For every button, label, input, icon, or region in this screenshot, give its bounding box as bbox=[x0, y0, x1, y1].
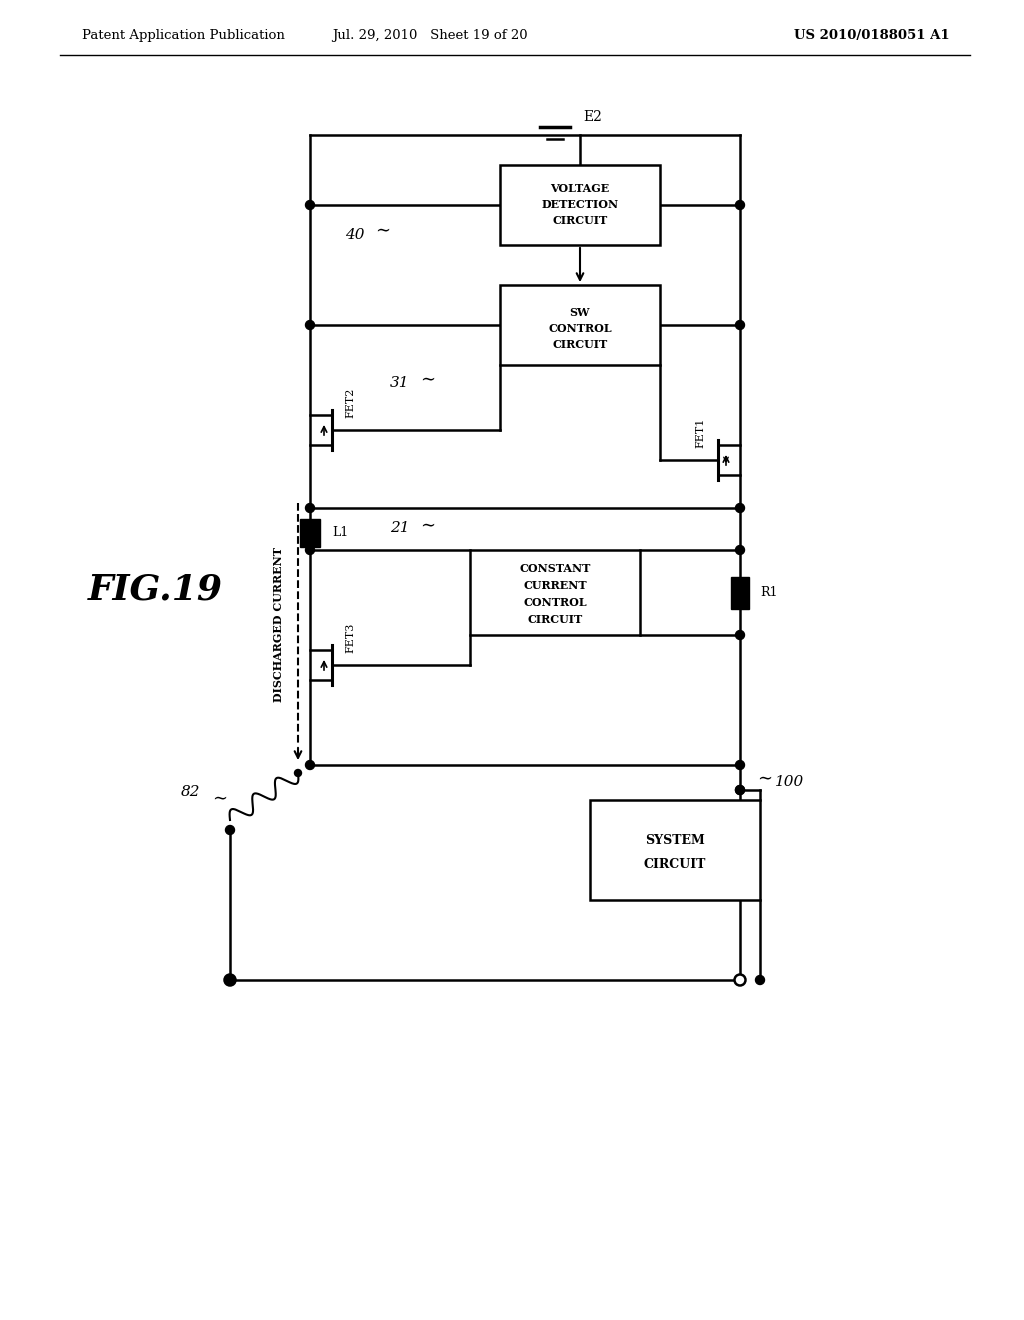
Circle shape bbox=[756, 975, 765, 985]
Circle shape bbox=[295, 770, 301, 776]
Circle shape bbox=[735, 201, 744, 210]
Bar bbox=[731, 577, 749, 609]
Text: SW: SW bbox=[569, 308, 590, 318]
Text: FET2: FET2 bbox=[345, 388, 355, 418]
Text: 82: 82 bbox=[180, 785, 200, 799]
Circle shape bbox=[735, 785, 744, 795]
Text: 40: 40 bbox=[345, 228, 365, 242]
Text: FET3: FET3 bbox=[345, 623, 355, 653]
Circle shape bbox=[735, 785, 744, 795]
Circle shape bbox=[735, 321, 744, 330]
Text: E2: E2 bbox=[583, 110, 602, 124]
Text: ∼: ∼ bbox=[420, 516, 435, 535]
Text: CONTROL: CONTROL bbox=[523, 597, 587, 609]
Text: ∼: ∼ bbox=[375, 220, 390, 239]
Text: CIRCUIT: CIRCUIT bbox=[527, 614, 583, 626]
Text: CURRENT: CURRENT bbox=[523, 581, 587, 591]
Text: R1: R1 bbox=[760, 586, 777, 599]
Text: 21: 21 bbox=[390, 521, 410, 535]
Text: FIG.19: FIG.19 bbox=[87, 573, 222, 607]
Text: FET1: FET1 bbox=[695, 417, 705, 447]
Text: Patent Application Publication: Patent Application Publication bbox=[82, 29, 285, 41]
Circle shape bbox=[305, 545, 314, 554]
Text: CONSTANT: CONSTANT bbox=[519, 564, 591, 574]
Circle shape bbox=[734, 974, 745, 986]
Text: DISCHARGED CURRENT: DISCHARGED CURRENT bbox=[272, 546, 284, 701]
Text: ∼: ∼ bbox=[758, 770, 772, 787]
Bar bbox=[500, 165, 660, 246]
Text: ∼: ∼ bbox=[212, 789, 227, 807]
Text: Jul. 29, 2010   Sheet 19 of 20: Jul. 29, 2010 Sheet 19 of 20 bbox=[332, 29, 527, 41]
Circle shape bbox=[225, 825, 234, 834]
Circle shape bbox=[735, 760, 744, 770]
Text: 100: 100 bbox=[775, 775, 804, 789]
Circle shape bbox=[305, 503, 314, 512]
Text: CIRCUIT: CIRCUIT bbox=[644, 858, 707, 871]
Circle shape bbox=[225, 975, 234, 985]
Text: US 2010/0188051 A1: US 2010/0188051 A1 bbox=[795, 29, 950, 41]
Text: CIRCUIT: CIRCUIT bbox=[552, 215, 607, 227]
Circle shape bbox=[305, 760, 314, 770]
Text: CONTROL: CONTROL bbox=[548, 323, 611, 334]
Text: 31: 31 bbox=[390, 376, 410, 389]
Text: ∼: ∼ bbox=[420, 370, 435, 388]
Text: CIRCUIT: CIRCUIT bbox=[552, 339, 607, 351]
Bar bbox=[590, 800, 760, 900]
Text: VOLTAGE: VOLTAGE bbox=[550, 183, 609, 194]
Circle shape bbox=[735, 545, 744, 554]
Text: SYSTEM: SYSTEM bbox=[645, 833, 705, 846]
Circle shape bbox=[224, 974, 236, 986]
Bar bbox=[300, 519, 319, 546]
Text: L1: L1 bbox=[332, 527, 348, 540]
Circle shape bbox=[305, 321, 314, 330]
Circle shape bbox=[735, 631, 744, 639]
Bar bbox=[470, 550, 640, 635]
Circle shape bbox=[305, 201, 314, 210]
Circle shape bbox=[735, 503, 744, 512]
Text: DETECTION: DETECTION bbox=[542, 199, 618, 210]
Bar bbox=[500, 285, 660, 366]
